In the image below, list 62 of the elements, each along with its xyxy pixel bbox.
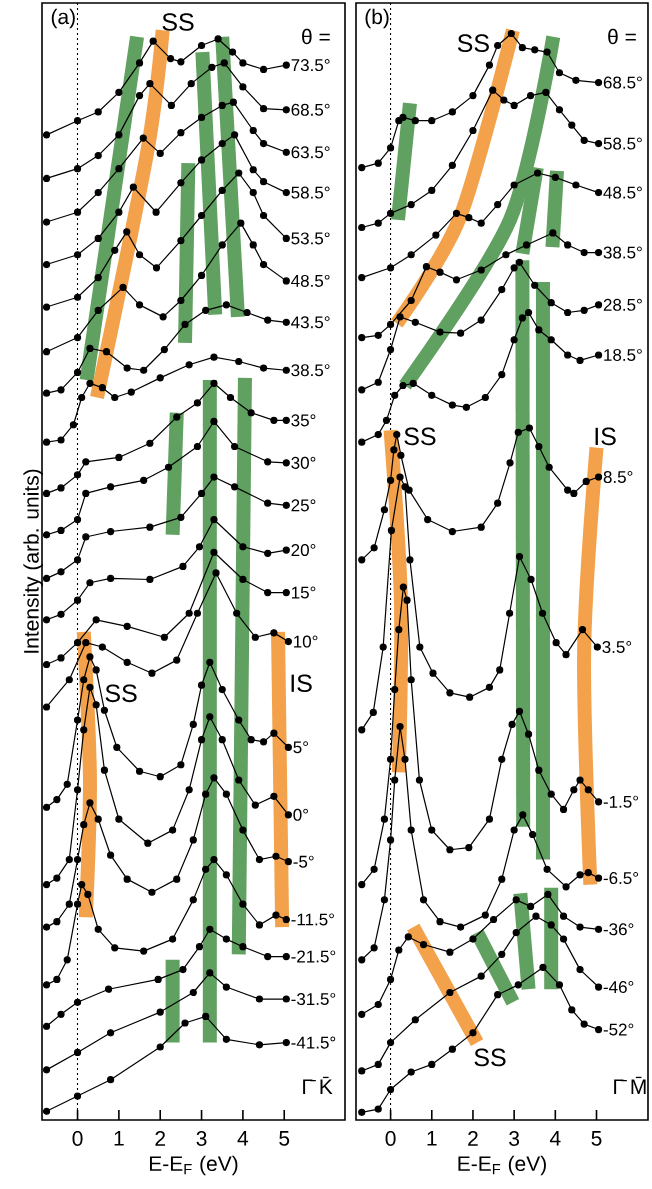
series-label: 25° [291,499,316,512]
x-tick-label: 3 [509,1131,520,1146]
series-label: 18.5° [604,348,642,361]
series-label: 53.5° [291,232,330,245]
series-label: -52° [603,1023,634,1036]
x-tick-label: 0 [385,1131,396,1146]
series-label: -6.5° [603,872,639,885]
text: (a) [51,8,75,29]
annotation: Γ̄ K̄ [303,1076,333,1094]
annotation: IS [291,674,312,693]
series-label: 48.5° [603,186,642,199]
x-tick-label: 2 [468,1131,478,1146]
x-tick-label: 5 [279,1131,290,1146]
text: (b) [365,8,389,29]
series-label: -1.5° [603,795,639,808]
series-label: 0° [293,808,308,821]
series-label: -41.5° [291,1036,336,1049]
x-tick-label: 1 [427,1131,437,1146]
x-tick-label: 5 [591,1131,602,1146]
annotation: θ = [608,28,636,45]
annotation: SS [162,13,194,31]
series-label: 15° [291,586,316,599]
series-label: 58.5° [603,137,642,150]
series-label: 43.5° [291,316,330,329]
annotation: SS [474,1048,506,1067]
x-tick-label: 4 [237,1131,249,1146]
series-label: 10° [294,635,318,648]
series-label: -11.5° [291,913,334,926]
series-label: -21.5° [291,950,336,963]
series-label: 8.5° [603,471,633,484]
series-label: 20° [291,544,316,557]
series-label: 48.5° [291,274,330,287]
x-tick-label: 0 [72,1131,83,1146]
x-tick-label: 3 [196,1131,207,1146]
series-label: 38.5° [291,364,330,377]
x-tick-label: 4 [549,1131,561,1146]
series-label: 68.5° [603,76,642,89]
series-label: -31.5° [291,993,336,1006]
annotation: SS [105,684,137,703]
series-label: 68.5° [291,103,330,116]
x-tick-label: 1 [114,1131,124,1146]
series-label: 38.5° [603,246,642,259]
annotation: SS [457,34,489,53]
series-label: 35° [291,414,316,427]
annotation: IS [595,427,616,446]
annotation: SS [404,427,436,446]
series-label: 73.5° [291,59,330,72]
series-label: 58.5° [291,186,330,199]
series-label: 3.5° [602,641,632,654]
series-label: -5° [293,855,314,868]
series-label: 5° [293,741,308,754]
series-label: 63.5° [291,146,330,159]
y-axis-title: Intensity (arb. units) [23,469,43,653]
series-label: -36° [603,923,634,936]
series-label: -46° [603,981,634,994]
x-axis-title: E-E$_{F}$ (eV) [458,1155,546,1176]
x-tick-label: 2 [155,1131,165,1146]
series-label: 30° [291,456,316,469]
annotation: Γ̄ M̄ [614,1076,646,1094]
series-label: 28.5° [603,298,642,311]
annotation: θ = [302,28,330,45]
x-axis-title: E-E$_{F}$ (eV) [149,1155,238,1176]
